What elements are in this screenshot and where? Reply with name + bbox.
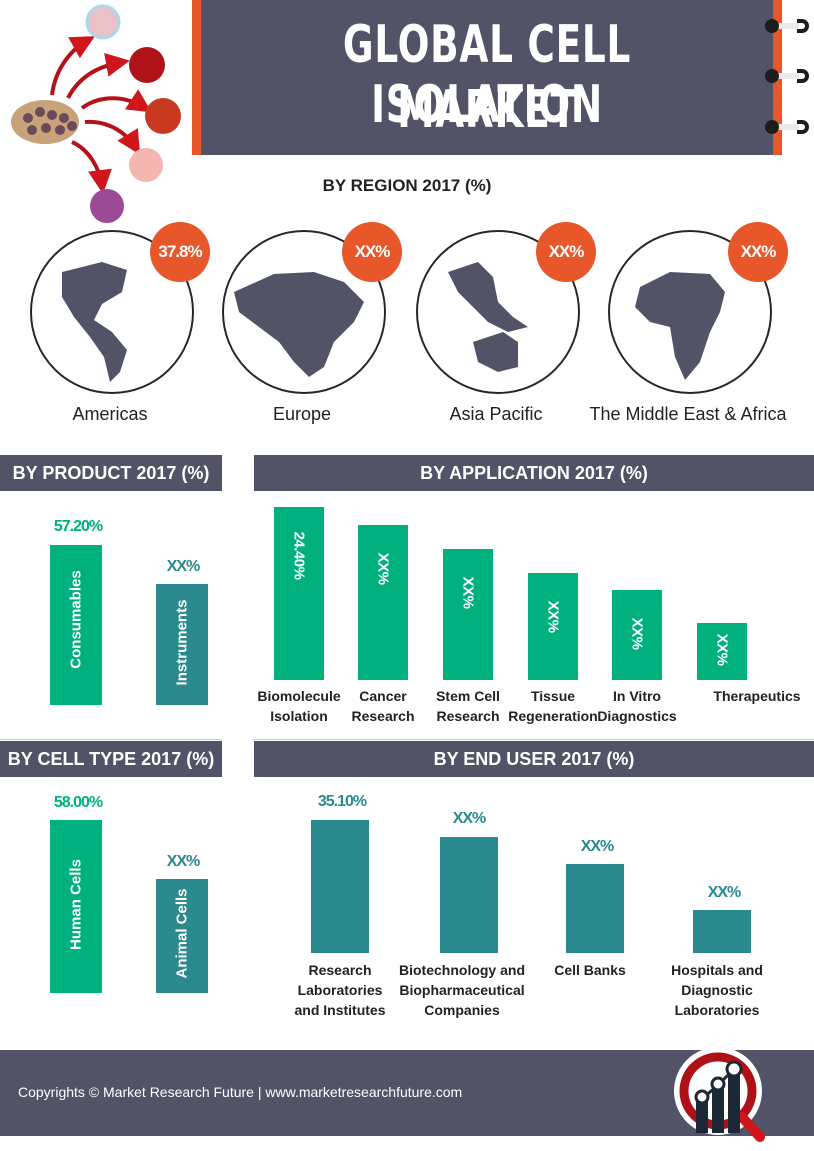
region-asia-pacific: XX% Asia Pacific: [416, 222, 596, 424]
bar-category-label: Cell Banks: [554, 962, 626, 978]
bar-biomolecule-isolation: 24.40%: [274, 507, 324, 680]
bar-category-label: Biomolecule Isolation: [257, 688, 341, 724]
bar-research-laboratories: [311, 820, 369, 953]
market-research-future-logo-icon: [674, 1047, 765, 1142]
bar-category-label: Biotechnology and Biopharmaceutical Compan…: [399, 962, 525, 1018]
bar-value-label: 35.10%: [317, 793, 367, 810]
bar-category-label: Tissue Regeneration: [508, 688, 598, 724]
bar-value-label: XX%: [166, 558, 201, 575]
bar-category-label: Cancer Research: [351, 688, 415, 724]
bar-tissue-regeneration: XX%: [528, 573, 578, 680]
north-america-globe-icon: [222, 230, 386, 394]
region-middle-east-africa: XX% The Middle East & Africa: [589, 222, 788, 424]
asia-pacific-globe-icon: [416, 230, 580, 394]
bar-value-label: XX%: [628, 617, 646, 650]
bar-value-label: XX%: [713, 633, 731, 666]
region-value-badge: XX%: [342, 222, 402, 282]
cell-differentiation-illustration: [11, 4, 181, 223]
region-value-badge: XX%: [728, 222, 788, 282]
binder-ring-icon: [765, 69, 809, 83]
celltype-section-header: BY CELL TYPE 2017 (%): [0, 741, 222, 777]
bar-category-label: In Vitro Diagnostics: [597, 688, 677, 724]
bar-animal-cells: Animal Cells: [156, 879, 208, 993]
bar-value-label: 58.00%: [53, 794, 103, 811]
bar-therapeutics: XX%: [697, 623, 747, 680]
bar-in-vitro-diagnostics: XX%: [612, 590, 662, 680]
application-section-header: BY APPLICATION 2017 (%): [254, 455, 814, 491]
africa-globe-icon: [608, 230, 772, 394]
bar-category-label: Human Cells: [67, 859, 85, 950]
bar-instruments: Instruments: [156, 584, 208, 705]
region-europe: XX% Europe: [222, 222, 402, 424]
title-banner: GLOBAL CELL ISOLATION MARKET: [192, 0, 782, 155]
bar-biotech-biopharma: [440, 837, 498, 953]
divider: [0, 739, 222, 740]
title-line-2: MARKET: [397, 80, 577, 140]
bar-cell-banks: [566, 864, 624, 953]
bar-category-label: Instruments: [173, 599, 191, 686]
bar-value-label: 24.40%: [290, 531, 308, 580]
product-section-header: BY PRODUCT 2017 (%): [0, 455, 222, 491]
bar-value-label: XX%: [707, 884, 742, 901]
bar-value-label: 57.20%: [53, 518, 103, 535]
bar-category-label: Research Laboratories and Institutes: [294, 962, 386, 1018]
region-label: Europe: [272, 404, 332, 424]
region-section-title: BY REGION 2017 (%): [322, 176, 492, 195]
title-line-1: GLOBAL CELL ISOLATION: [342, 15, 632, 135]
region-value-badge: XX%: [536, 222, 596, 282]
bar-stem-cell-research: XX%: [443, 549, 493, 680]
divider: [254, 739, 814, 740]
footer: Copyrights © Market Research Future | ww…: [0, 1050, 814, 1136]
bar-category-label: Animal Cells: [173, 888, 191, 979]
bar-category-label: Hospitals and Diagnostic Laboratories: [671, 962, 763, 1018]
region-label: Americas: [72, 404, 148, 424]
bar-value-label: XX%: [166, 853, 201, 870]
bar-value-label: XX%: [374, 552, 392, 585]
bar-cancer-research: XX%: [358, 525, 408, 680]
copyright-text: Copyrights © Market Research Future | ww…: [18, 1084, 463, 1100]
binder-ring-icon: [765, 120, 809, 134]
enduser-section-header: BY END USER 2017 (%): [254, 741, 814, 777]
bar-consumables: Consumables: [50, 545, 102, 705]
americas-globe-icon: [30, 230, 194, 394]
bar-human-cells: Human Cells: [50, 820, 102, 993]
region-label: Asia Pacific: [449, 404, 543, 424]
region-value-badge: 37.8%: [150, 222, 210, 282]
bar-hospitals-diagnostic: [693, 910, 751, 953]
bar-value-label: XX%: [452, 810, 487, 827]
bar-value-label: XX%: [580, 838, 615, 855]
region-label: The Middle East & Africa: [589, 404, 787, 424]
bar-category-label: Consumables: [67, 570, 85, 669]
bar-value-label: XX%: [544, 600, 562, 633]
bar-category-label: Stem Cell Research: [436, 688, 500, 724]
bar-category-label: Therapeutics: [713, 688, 801, 704]
bar-value-label: XX%: [459, 576, 477, 609]
region-americas: 37.8% Americas: [30, 222, 210, 424]
binder-ring-icon: [765, 19, 809, 33]
